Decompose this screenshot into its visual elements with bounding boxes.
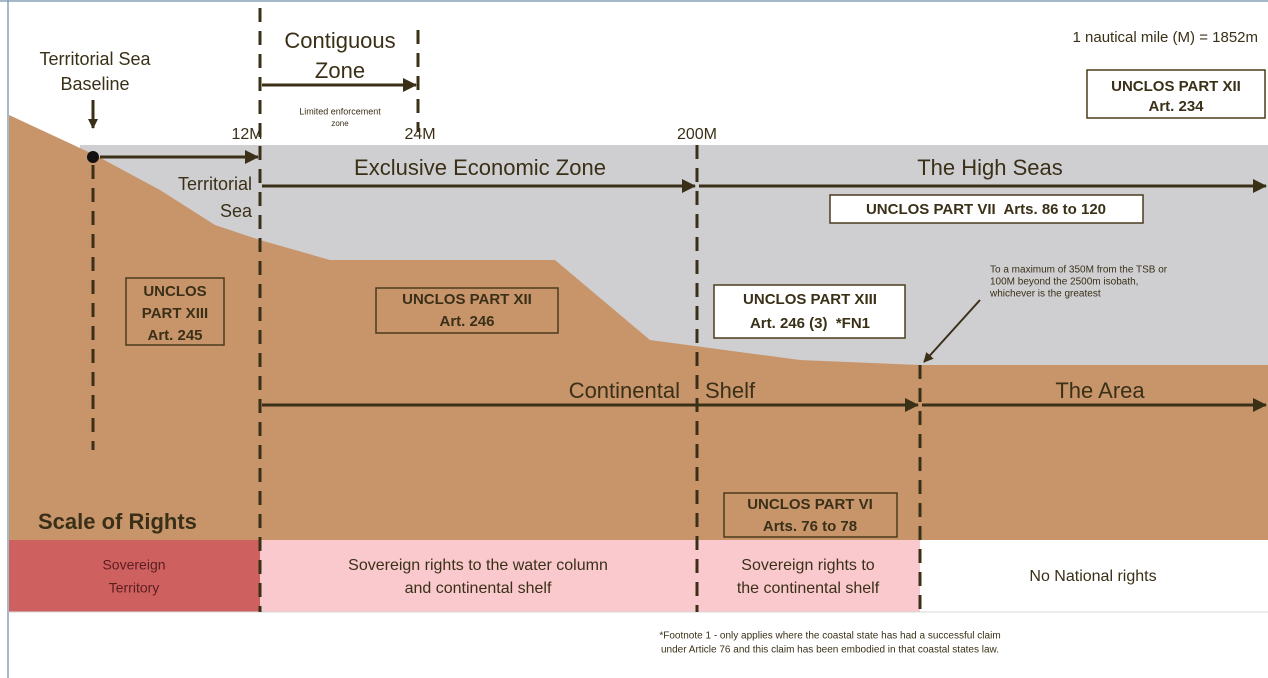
band-sovereign-rights: [260, 540, 920, 612]
box-text: UNCLOS PART VII Arts. 86 to 120: [866, 201, 1106, 218]
label: zone: [331, 119, 349, 128]
distance-label: 24M: [404, 126, 435, 143]
note-text: To a maximum of 350M from the TSB or: [990, 265, 1168, 276]
box-text: UNCLOS: [143, 283, 206, 300]
note-text: whichever is the greatest: [989, 289, 1101, 300]
box-text: Art. 246: [439, 313, 494, 330]
zone-label: Sea: [220, 201, 253, 221]
rights-text: Sovereign rights to the water column: [348, 557, 608, 574]
label: Contiguous: [284, 28, 395, 53]
zone-label: Continental: [569, 378, 680, 403]
box-text: Art. 245: [147, 327, 202, 344]
zone-label: Shelf: [705, 378, 756, 403]
box-text: UNCLOS PART VI: [747, 496, 873, 513]
box-text: UNCLOS PART XII: [402, 291, 532, 308]
zone-label: Territorial: [178, 174, 252, 194]
box-text: UNCLOS PART XII: [1111, 78, 1241, 95]
box-text: Arts. 76 to 78: [763, 518, 857, 535]
rights-text: No National rights: [1029, 568, 1156, 585]
box-text: UNCLOS PART XIII: [743, 291, 877, 308]
baseline-point: [87, 151, 99, 163]
box-art-246: [375, 287, 559, 334]
zone-label: Exclusive Economic Zone: [354, 155, 606, 180]
scale-note: 1 nautical mile (M) = 1852m: [1073, 29, 1259, 46]
band-no-rights: [920, 540, 1268, 612]
rights-text: the continental shelf: [737, 580, 880, 597]
box-part-vi: [723, 492, 898, 538]
box-text: PART XIII: [142, 305, 208, 322]
distance-label: 12M: [231, 126, 262, 143]
box-art-234: [1086, 69, 1266, 119]
label: Zone: [315, 58, 365, 83]
rights-text: Territory: [109, 580, 160, 596]
footnote: *Footnote 1 - only applies where the coa…: [659, 631, 1000, 642]
label: Baseline: [60, 74, 129, 94]
box-part-vii: [829, 194, 1144, 224]
band-sovereign: [9, 540, 260, 612]
note-text: 100M beyond the 2500m isobath,: [990, 277, 1138, 288]
zone-label: The Area: [1055, 378, 1145, 403]
box-art-245: [125, 277, 225, 346]
rights-text: Sovereign rights to: [741, 557, 875, 574]
scale-of-rights: Scale of Rights: [38, 509, 197, 534]
box-art-246-3: [713, 284, 906, 339]
distance-label: 200M: [677, 126, 717, 143]
box-text: Art. 246 (3) *FN1: [750, 315, 870, 332]
seabed-land: [9, 115, 1268, 540]
footnote: under Article 76 and this claim has been…: [661, 645, 999, 656]
note-arrow: [923, 299, 981, 363]
rights-text: and continental shelf: [405, 580, 552, 597]
rights-text: Sovereign: [102, 557, 165, 573]
zone-label: The High Seas: [917, 155, 1063, 180]
label: Limited enforcement: [299, 106, 381, 116]
label: Territorial Sea: [39, 49, 151, 69]
box-text: Art. 234: [1148, 98, 1204, 115]
